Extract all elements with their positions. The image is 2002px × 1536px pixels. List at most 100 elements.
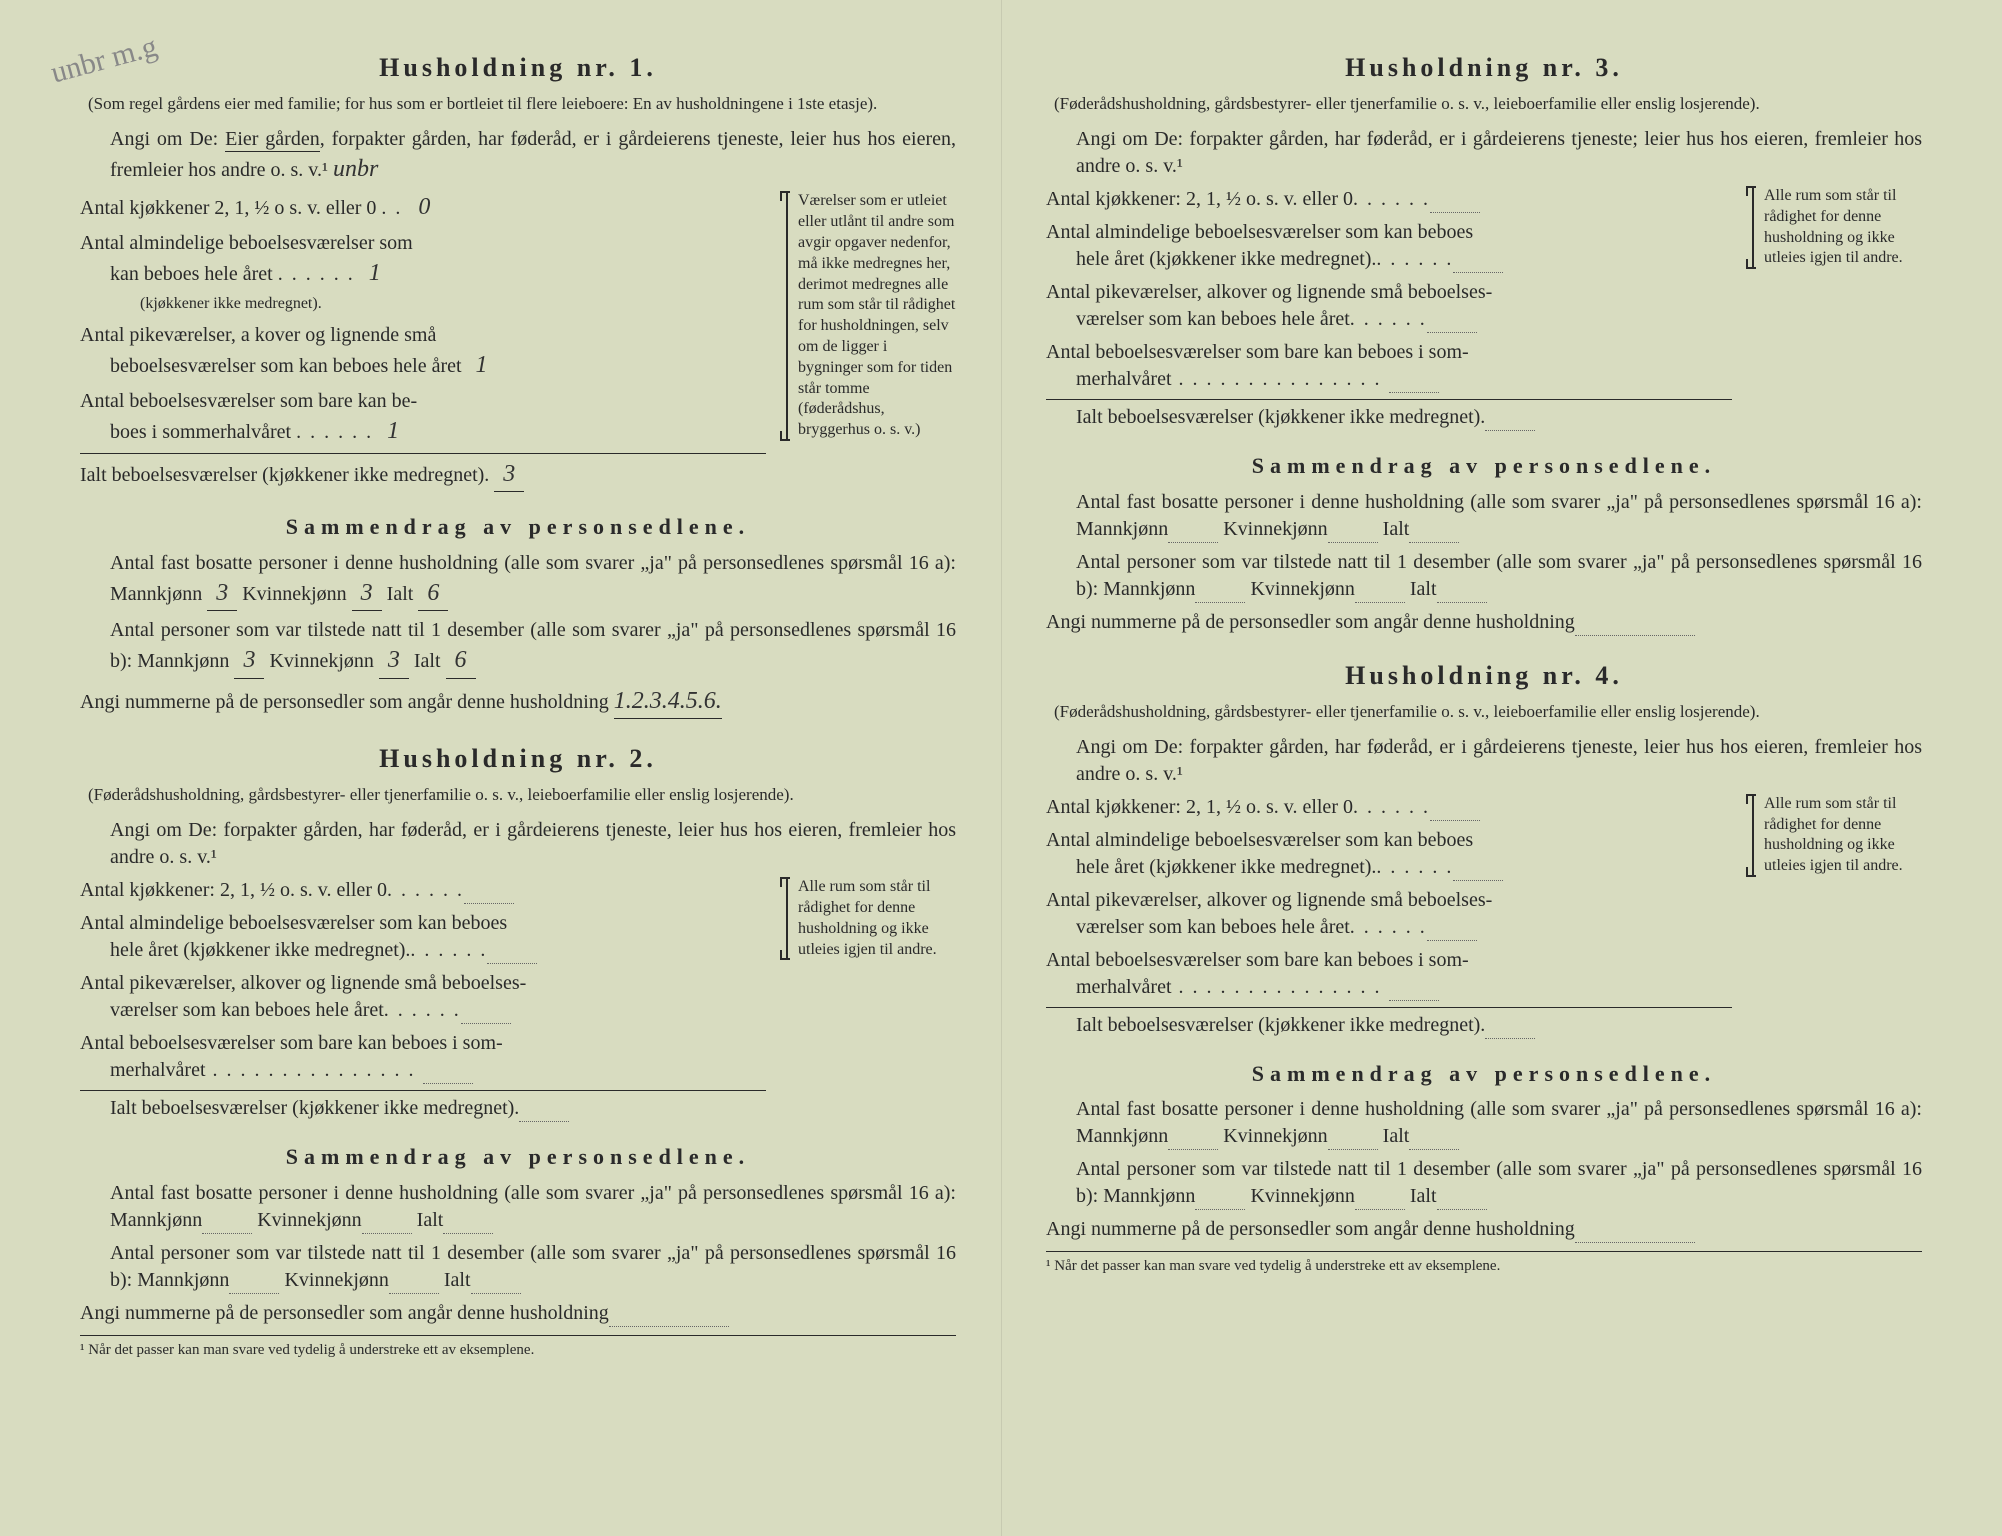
- h2-som-label2: merhalvåret: [80, 1059, 206, 1081]
- household-2: Husholdning nr. 2. (Føderådshusholdning,…: [80, 741, 956, 1360]
- h4-som-blank: [1389, 983, 1439, 1001]
- h1-pike-label1: Antal pikeværelser, a kover og lignende …: [80, 324, 436, 346]
- h3-pike-row: Antal pikeværelser, alkover og lignende …: [1046, 279, 1732, 333]
- h3-fast-row: Antal fast bosatte personer i denne hush…: [1046, 489, 1922, 543]
- h2-kjokken-blank: [464, 886, 514, 904]
- h3-kjokken-blank: [1430, 195, 1480, 213]
- h4-som-row: Antal beboelsesværelser som bare kan beb…: [1046, 947, 1732, 1001]
- h2-alm-label1: Antal almindelige beboelsesværelser som …: [80, 912, 507, 934]
- h4-ialt-row: Ialt beboelsesværelser (kjøkkener ikke m…: [1046, 1007, 1732, 1039]
- h3-til-m-blank: [1195, 585, 1245, 603]
- h2-som-blank: [423, 1066, 473, 1084]
- h1-alm-row: Antal almindelige beboelsesværelser som …: [80, 230, 766, 316]
- h2-samm-title: Sammendrag av personsedlene.: [80, 1142, 956, 1172]
- h4-til-i-blank: [1437, 1192, 1487, 1210]
- h1-fast-i-lbl: Ialt: [387, 583, 414, 605]
- h3-num-row: Angi nummerne på de personsedler som ang…: [1046, 609, 1922, 636]
- h2-k-lbl2: Kvinnekjønn: [284, 1269, 388, 1291]
- h4-alm-label2: hele året (kjøkkener ikke medregnet).: [1046, 856, 1376, 878]
- h2-rooms-main: Antal kjøkkener: 2, 1, ½ o. s. v. eller …: [80, 877, 766, 1128]
- h2-kjokken-row: Antal kjøkkener: 2, 1, ½ o. s. v. eller …: [80, 877, 766, 904]
- h3-pike-blank: [1427, 315, 1477, 333]
- h1-til-i: 6: [446, 644, 476, 678]
- h4-k-lbl: Kvinnekjønn: [1223, 1125, 1327, 1147]
- h4-pike-row: Antal pikeværelser, alkover og lignende …: [1046, 887, 1732, 941]
- dots: . . . . . . . . . . . . . . .: [1172, 976, 1389, 998]
- h2-som-row: Antal beboelsesværelser som bare kan beb…: [80, 1030, 766, 1084]
- h4-fast-m-blank: [1168, 1132, 1218, 1150]
- dots: . . . . . .: [1353, 188, 1430, 210]
- h3-som-blank: [1389, 375, 1439, 393]
- h2-ialt-label: Ialt beboelsesværelser (kjøkkener ikke m…: [80, 1097, 519, 1119]
- h1-til-k-lbl: Kvinnekjønn: [269, 650, 373, 672]
- h2-til-row: Antal personer som var tilstede natt til…: [80, 1240, 956, 1294]
- h2-til-k-blank: [389, 1276, 439, 1294]
- page-fold: [1001, 0, 1002, 1536]
- h4-fast-row: Antal fast bosatte personer i denne hush…: [1046, 1096, 1922, 1150]
- h1-fast-m: 3: [207, 577, 237, 611]
- h1-pike-value: 1: [467, 349, 497, 381]
- h4-i-lbl2: Ialt: [1410, 1185, 1437, 1207]
- h1-angi: Angi om De: Eier gården, forpakter gårde…: [80, 126, 956, 185]
- right-column: Husholdning nr. 3. (Føderådshusholdning,…: [1026, 40, 1942, 1496]
- h1-angi-pre: Angi om De:: [110, 128, 225, 150]
- h4-fast-i-blank: [1409, 1132, 1459, 1150]
- left-column: Husholdning nr. 1. (Som regel gårdens ei…: [60, 40, 976, 1496]
- h3-fast-m-blank: [1168, 525, 1218, 543]
- h4-pike-label2: værelser som kan beboes hele året: [1046, 916, 1350, 938]
- h3-kjokken-label: Antal kjøkkener: 2, 1, ½ o. s. v. eller …: [1046, 188, 1353, 210]
- h2-title: Husholdning nr. 2.: [80, 741, 956, 776]
- h1-fast-k: 3: [352, 577, 382, 611]
- h4-kjokken-row: Antal kjøkkener: 2, 1, ½ o. s. v. eller …: [1046, 794, 1732, 821]
- h4-rooms-main: Antal kjøkkener: 2, 1, ½ o. s. v. eller …: [1046, 794, 1732, 1045]
- h4-angi: Angi om De: forpakter gården, har føderå…: [1046, 734, 1922, 788]
- h3-i-lbl2: Ialt: [1410, 578, 1437, 600]
- h1-til-m: 3: [234, 644, 264, 678]
- h2-rooms-block: Antal kjøkkener: 2, 1, ½ o. s. v. eller …: [80, 877, 956, 1128]
- dots: . . . . . .: [296, 421, 373, 443]
- h1-alm-note: (kjøkkener ikke medregnet).: [80, 295, 322, 312]
- h3-num-blank: [1575, 618, 1695, 636]
- h1-ialt-label: Ialt beboelsesværelser (kjøkkener ikke m…: [80, 464, 489, 486]
- h2-num-text: Angi nummerne på de personsedler som ang…: [80, 1302, 609, 1324]
- h1-alm-value: 1: [360, 257, 390, 289]
- h1-ialt-value: 3: [494, 458, 524, 492]
- h2-som-label1: Antal beboelsesværelser som bare kan beb…: [80, 1032, 503, 1054]
- h3-fast-i-blank: [1409, 525, 1459, 543]
- h1-som-row: Antal beboelsesværelser som bare kan be-…: [80, 388, 766, 447]
- h3-pike-label2: værelser som kan beboes hele året: [1046, 308, 1350, 330]
- h4-til-row: Antal personer som var tilstede natt til…: [1046, 1156, 1922, 1210]
- h2-pike-blank: [461, 1006, 511, 1024]
- h2-num-blank: [609, 1309, 729, 1327]
- h3-pike-label1: Antal pikeværelser, alkover og lignende …: [1046, 281, 1492, 303]
- h4-fast-k-blank: [1328, 1132, 1378, 1150]
- h1-til-k: 3: [379, 644, 409, 678]
- h4-pike-blank: [1427, 923, 1477, 941]
- h3-som-label2: merhalvåret: [1046, 368, 1172, 390]
- h2-fast-row: Antal fast bosatte personer i denne hush…: [80, 1180, 956, 1234]
- h1-som-value: 1: [378, 415, 408, 447]
- dots: . . . . . .: [1376, 248, 1453, 270]
- h2-fast-m-blank: [202, 1216, 252, 1234]
- h4-alm-blank: [1453, 863, 1503, 881]
- h1-title: Husholdning nr. 1.: [80, 50, 956, 85]
- h4-side-note: Alle rum som står til rådighet for denne…: [1752, 794, 1922, 877]
- h3-alm-row: Antal almindelige beboelsesværelser som …: [1046, 219, 1732, 273]
- h4-k-lbl2: Kvinnekjønn: [1250, 1185, 1354, 1207]
- h3-fast-k-blank: [1328, 525, 1378, 543]
- h4-til-k-blank: [1355, 1192, 1405, 1210]
- h2-i-lbl: Ialt: [417, 1209, 444, 1231]
- h4-alm-label1: Antal almindelige beboelsesværelser som …: [1046, 829, 1473, 851]
- h3-k-lbl: Kvinnekjønn: [1223, 518, 1327, 540]
- h4-alm-row: Antal almindelige beboelsesværelser som …: [1046, 827, 1732, 881]
- h3-til-row: Antal personer som var tilstede natt til…: [1046, 549, 1922, 603]
- h3-som-label1: Antal beboelsesværelser som bare kan beb…: [1046, 341, 1469, 363]
- dots: . . . . . .: [1376, 856, 1453, 878]
- h4-subtitle: (Føderådshusholdning, gårdsbestyrer- ell…: [1046, 701, 1922, 724]
- h1-kjokken-label: Antal kjøkkener 2, 1, ½ o s. v. eller 0: [80, 197, 376, 219]
- household-4: Husholdning nr. 4. (Føderådshusholdning,…: [1046, 658, 1922, 1277]
- h3-til-i-blank: [1437, 585, 1487, 603]
- h4-ialt-blank: [1485, 1021, 1535, 1039]
- h3-ialt-label: Ialt beboelsesværelser (kjøkkener ikke m…: [1046, 406, 1485, 428]
- h1-samm-title: Sammendrag av personsedlene.: [80, 512, 956, 542]
